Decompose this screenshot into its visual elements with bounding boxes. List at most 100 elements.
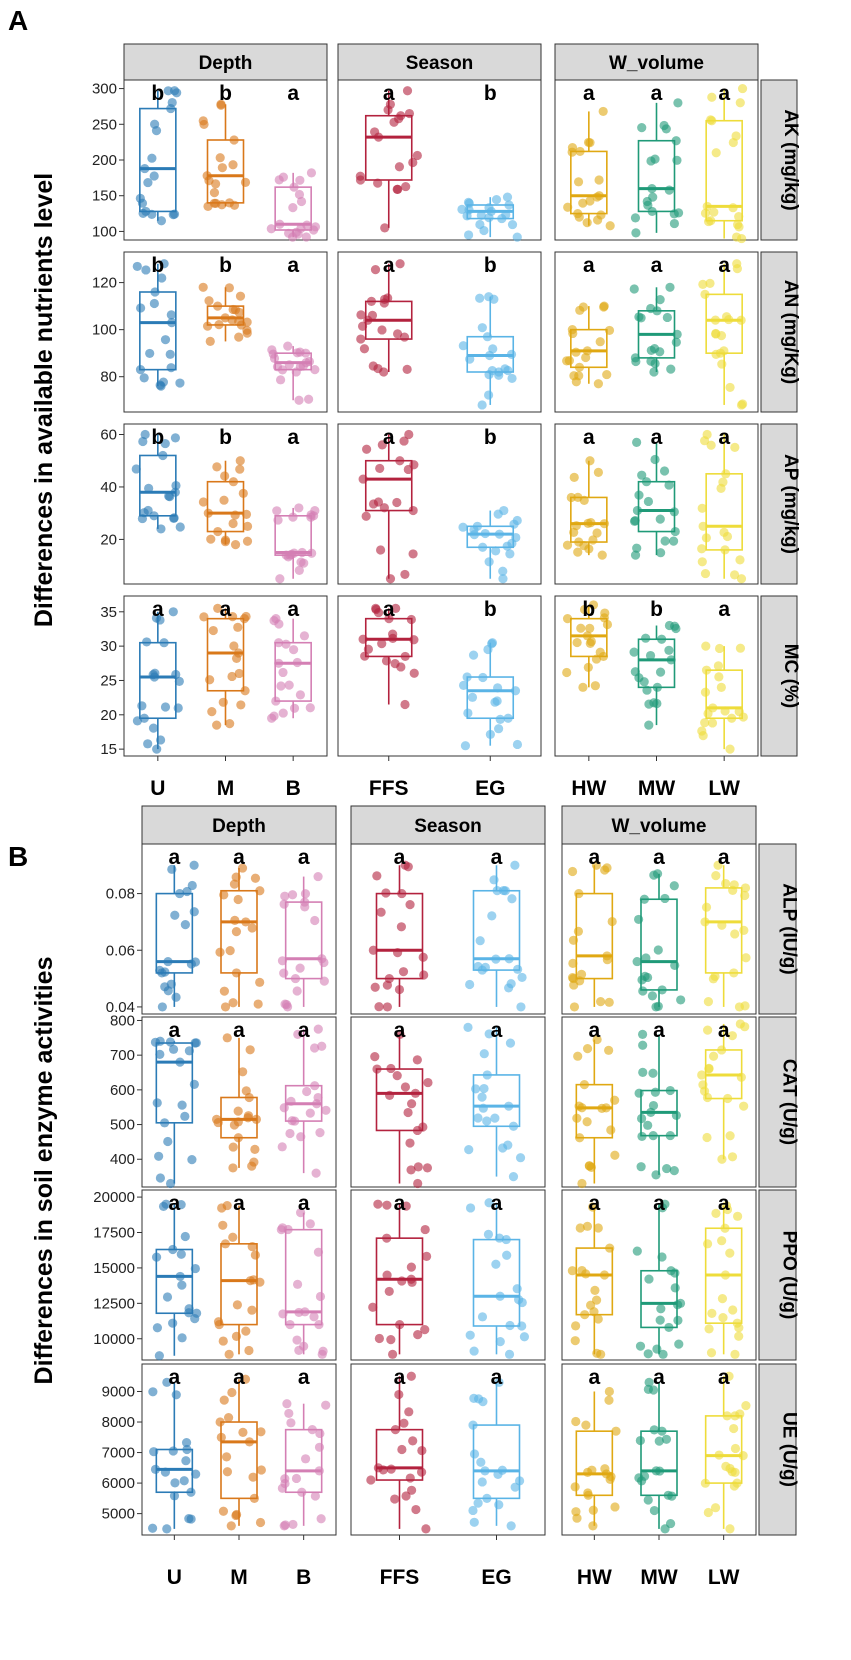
point-b-0-0-m-13 [219, 986, 229, 996]
point-a-1-1-ffs-1 [356, 334, 366, 344]
point-b-2-1-eg-15 [512, 1284, 522, 1294]
point-b-3-0-m-18 [256, 1465, 266, 1475]
point-b-0-2-lw-9 [740, 1001, 750, 1011]
point-b-3-2-lw-2 [738, 1451, 748, 1461]
point-b-1-1-ffs-0 [413, 1178, 423, 1189]
point-a-2-1-ffs-15 [403, 464, 413, 475]
point-a-3-2-hw-5 [562, 667, 572, 678]
plot-cell-b-3-1 [350, 1363, 546, 1536]
y-tick-label-b-1-0: 400 [110, 1151, 135, 1168]
y-tick-label-b-2-1: 12500 [93, 1295, 135, 1312]
point-b-2-2-lw-11 [725, 1248, 735, 1258]
point-a-0-1-ffs-4 [402, 86, 413, 96]
point-b-1-0-u-10 [152, 1098, 162, 1108]
point-b-1-0-b-12 [309, 1043, 320, 1053]
point-b-1-2-hw-17 [584, 1161, 594, 1171]
point-a-1-1-ffs-4 [395, 259, 405, 269]
sig-letter-a-1-1-eg: b [484, 254, 497, 277]
row-strip-b-3 [758, 1363, 797, 1536]
point-a-2-0-m-4 [235, 456, 245, 466]
point-a-2-2-hw-8 [593, 467, 604, 477]
point-b-1-0-m-12 [238, 1067, 248, 1077]
point-b-2-2-mw-9 [635, 1341, 646, 1351]
point-a-1-0-u-8 [157, 273, 167, 283]
point-b-0-1-eg-15 [475, 936, 485, 946]
point-b-2-1-eg-10 [477, 1312, 488, 1322]
point-b-0-0-b-6 [277, 956, 288, 966]
point-a-0-2-mw-4 [673, 98, 683, 108]
point-a-1-2-lw-18 [711, 329, 721, 339]
point-b-1-1-eg-17 [515, 1153, 526, 1163]
point-a-3-2-hw-0 [578, 682, 588, 692]
point-b-0-0-m-18 [215, 947, 225, 957]
point-b-2-0-u-18 [162, 1292, 173, 1302]
point-a-2-2-hw-0 [597, 550, 607, 560]
point-a-2-1-ffs-8 [399, 436, 409, 446]
y-tick-label-a-1-2: 120 [92, 275, 117, 292]
point-b-1-2-mw-5 [636, 1162, 646, 1172]
point-a-0-2-hw-7 [594, 175, 604, 185]
point-b-1-0-u-0 [165, 1178, 176, 1189]
point-b-0-2-lw-17 [703, 997, 714, 1007]
point-a-2-0-m-16 [220, 471, 230, 481]
point-b-0-2-hw-0 [569, 1002, 580, 1012]
point-b-3-1-eg-0 [506, 1521, 516, 1531]
point-a-1-0-u-4 [159, 259, 169, 269]
point-b-1-1-ffs-16 [412, 1055, 422, 1065]
point-a-1-2-mw-9 [631, 356, 641, 367]
box-b-3-0-u [155, 1448, 194, 1494]
facet-title-a-w_volume: W_volume [609, 53, 704, 74]
point-a-0-0-u-10 [143, 177, 153, 188]
point-b-3-2-hw-0 [588, 1521, 598, 1531]
point-a-1-1-ffs-16 [379, 294, 390, 304]
point-a-1-2-lw-3 [700, 289, 710, 299]
point-a-3-0-b-7 [281, 639, 291, 649]
point-a-0-0-b-7 [294, 189, 305, 200]
point-a-3-1-eg-12 [468, 650, 479, 660]
point-a-3-2-lw-12 [714, 643, 725, 654]
sig-letter-b-2-0-b: a [298, 1192, 310, 1215]
point-b-1-0-b-14 [305, 1108, 315, 1118]
row-strip-b-0 [758, 843, 797, 1015]
box-a-0-2-lw [705, 119, 743, 222]
sig-letter-b-0-2-lw: a [718, 846, 730, 869]
point-a-3-2-hw-12 [600, 608, 610, 618]
point-b-1-1-eg-16 [484, 1029, 494, 1039]
point-b-1-2-mw-6 [643, 1120, 653, 1130]
point-a-2-1-eg-13 [498, 566, 508, 576]
point-b-3-0-m-9 [218, 1506, 229, 1516]
point-b-0-0-b-12 [300, 889, 311, 899]
point-a-3-2-lw-5 [707, 718, 718, 728]
point-b-2-0-m-16 [218, 1220, 228, 1230]
point-b-3-0-u-13 [186, 1514, 196, 1524]
point-a-2-2-mw-8 [659, 466, 670, 476]
point-a-3-2-lw-4 [701, 641, 711, 651]
point-b-3-0-m-4 [240, 1374, 251, 1384]
sig-letter-a-2-2-mw: a [651, 426, 663, 449]
point-a-0-1-ffs-14 [394, 162, 405, 172]
point-b-3-2-lw-15 [729, 1423, 739, 1434]
point-b-3-0-u-12 [148, 1387, 158, 1397]
point-a-0-2-hw-4 [598, 106, 608, 117]
point-a-0-0-m-11 [217, 163, 227, 173]
point-b-1-1-eg-10 [482, 1116, 492, 1126]
point-b-1-0-b-16 [293, 1029, 303, 1039]
point-a-3-0-m-6 [205, 675, 215, 685]
y-tick-label-b-3-0: 5000 [102, 1506, 135, 1523]
point-a-1-1-ffs-17 [359, 344, 370, 354]
box-a-3-0-m [206, 617, 245, 692]
point-a-2-2-hw-9 [562, 540, 573, 550]
point-a-1-0-u-12 [132, 261, 142, 272]
point-a-1-2-mw-12 [629, 284, 639, 294]
point-a-3-1-ffs-9 [409, 668, 419, 678]
point-a-3-2-lw-16 [713, 661, 723, 671]
point-b-1-2-hw-5 [610, 1150, 620, 1160]
point-a-0-2-mw-0 [631, 228, 641, 238]
sig-letter-a-3-2-lw: a [718, 598, 730, 621]
sig-letter-b-1-2-hw: a [588, 1019, 600, 1042]
point-a-1-2-lw-9 [738, 399, 748, 409]
point-b-2-1-ffs-13 [420, 1325, 430, 1335]
point-a-1-1-ffs-10 [399, 332, 410, 342]
point-b-1-1-ffs-7 [392, 1071, 402, 1081]
point-b-2-1-eg-13 [495, 1337, 505, 1347]
